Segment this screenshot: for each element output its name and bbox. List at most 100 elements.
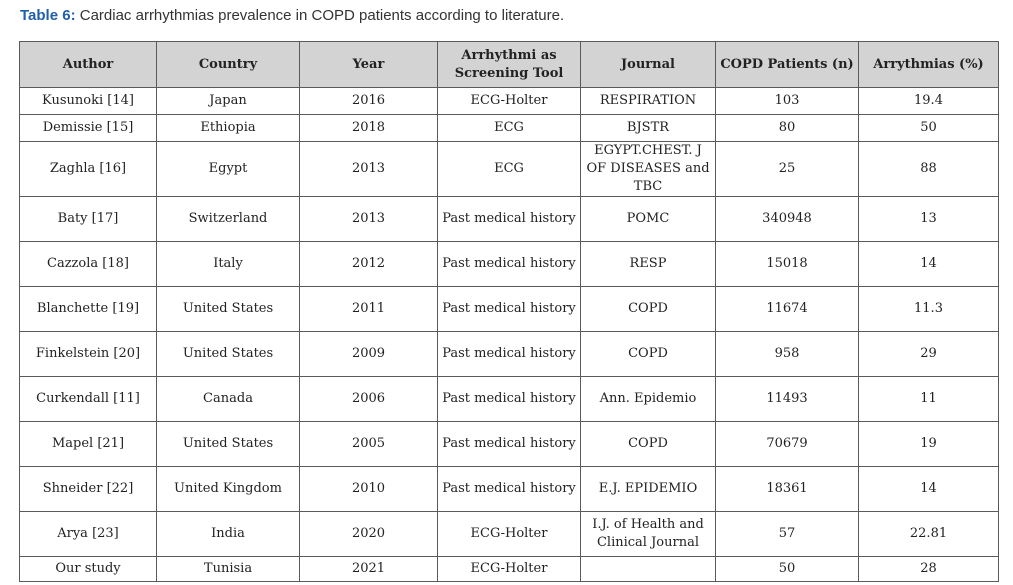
cell-year: 2012 — [299, 241, 438, 287]
cell-screening-tool: Past medical history — [437, 376, 581, 422]
table-row: Cazzola [18] Italy 2012 Past medical histor… — [19, 241, 999, 287]
cell-country: Japan — [156, 87, 300, 115]
cell-year: 2005 — [299, 421, 438, 467]
cell-screening-tool: Past medical history — [437, 196, 581, 242]
cell-country: Switzerland — [156, 196, 300, 242]
cell-copd-patients: 18361 — [715, 466, 859, 512]
header-copd-patients: COPD Patients (n) — [715, 41, 859, 88]
cell-country: United States — [156, 421, 300, 467]
caption-text: Cardiac arrhythmias prevalence in COPD p… — [75, 7, 565, 24]
cell-year: 2011 — [299, 286, 438, 332]
header-arrhythmias-percent: Arrythmias (%) — [858, 41, 999, 88]
cell-journal: Ann. Epidemio — [580, 376, 716, 422]
cell-author: Demissie [15] — [19, 114, 157, 142]
cell-copd-patients: 57 — [715, 511, 859, 557]
cell-year: 2016 — [299, 87, 438, 115]
cell-journal: EGYPT.CHEST. J OF DISEASES and TBC — [580, 141, 716, 197]
cell-author: Kusunoki [14] — [19, 87, 157, 115]
header-row: Author Country Year Arrhythmi as Screeni… — [19, 41, 999, 88]
cell-journal — [580, 556, 716, 582]
cell-arrhythmias-percent: 28 — [858, 556, 999, 582]
caption-label: Table 6: — [20, 7, 76, 24]
cell-screening-tool: ECG — [437, 114, 581, 142]
cell-screening-tool: ECG-Holter — [437, 511, 581, 557]
cell-journal: BJSTR — [580, 114, 716, 142]
table-row: Mapel [21] United States 2005 Past medical … — [19, 421, 999, 467]
cell-screening-tool: ECG-Holter — [437, 556, 581, 582]
cell-copd-patients: 80 — [715, 114, 859, 142]
cell-author: Mapel [21] — [19, 421, 157, 467]
cell-copd-patients: 50 — [715, 556, 859, 582]
cell-country: Egypt — [156, 141, 300, 197]
cell-copd-patients: 15018 — [715, 241, 859, 287]
cell-journal: E.J. EPIDEMIO — [580, 466, 716, 512]
header-country: Country — [156, 41, 300, 88]
cell-year: 2020 — [299, 511, 438, 557]
cell-author: Baty [17] — [19, 196, 157, 242]
cell-arrhythmias-percent: 19 — [858, 421, 999, 467]
cell-journal: COPD — [580, 286, 716, 332]
header-author: Author — [19, 41, 157, 88]
table-row: Baty [17] Switzerland 2013 Past medical his… — [19, 196, 999, 242]
cell-arrhythmias-percent: 88 — [858, 141, 999, 197]
cell-arrhythmias-percent: 50 — [858, 114, 999, 142]
table-row: Curkendall [11] Canada 2006 Past medical hi… — [19, 376, 999, 422]
cell-author: Zaghla [16] — [19, 141, 157, 197]
cell-arrhythmias-percent: 19.4 — [858, 87, 999, 115]
cell-arrhythmias-percent: 22.81 — [858, 511, 999, 557]
cell-journal: RESPIRATION — [580, 87, 716, 115]
cell-year: 2009 — [299, 331, 438, 377]
cell-copd-patients: 340948 — [715, 196, 859, 242]
cell-journal: RESP — [580, 241, 716, 287]
arrhythmia-prevalence-table: Author Country Year Arrhythmi as Screeni… — [19, 41, 999, 582]
cell-copd-patients: 103 — [715, 87, 859, 115]
table-caption: Table 6: Cardiac arrhythmias prevalence … — [20, 7, 564, 24]
table-row: Blanchette [19] United States 2011 Past med… — [19, 286, 999, 332]
cell-journal: COPD — [580, 421, 716, 467]
cell-country: India — [156, 511, 300, 557]
cell-year: 2010 — [299, 466, 438, 512]
cell-year: 2013 — [299, 141, 438, 197]
cell-copd-patients: 11493 — [715, 376, 859, 422]
cell-arrhythmias-percent: 14 — [858, 241, 999, 287]
cell-year: 2021 — [299, 556, 438, 582]
cell-copd-patients: 958 — [715, 331, 859, 377]
header-journal: Journal — [580, 41, 716, 88]
table-row: Arya [23] India 2020 ECG-Holter I.J. of Heal… — [19, 511, 999, 557]
cell-country: United States — [156, 331, 300, 377]
cell-year: 2006 — [299, 376, 438, 422]
cell-arrhythmias-percent: 13 — [858, 196, 999, 242]
cell-copd-patients: 25 — [715, 141, 859, 197]
cell-country: Ethiopia — [156, 114, 300, 142]
cell-author: Arya [23] — [19, 511, 157, 557]
cell-year: 2013 — [299, 196, 438, 242]
cell-screening-tool: Past medical history — [437, 466, 581, 512]
cell-arrhythmias-percent: 11 — [858, 376, 999, 422]
cell-copd-patients: 11674 — [715, 286, 859, 332]
cell-year: 2018 — [299, 114, 438, 142]
cell-journal: POMC — [580, 196, 716, 242]
table-row: Demissie [15] Ethiopia 2018 ECG BJSTR 80 50 — [19, 114, 999, 142]
cell-author: Blanchette [19] — [19, 286, 157, 332]
cell-screening-tool: Past medical history — [437, 421, 581, 467]
cell-screening-tool: Past medical history — [437, 241, 581, 287]
table-row: Kusunoki [14] Japan 2016 ECG-Holter RESPIRAT… — [19, 87, 999, 115]
table-row: Zaghla [16] Egypt 2013 ECG EGYPT.CHEST. J OF… — [19, 141, 999, 197]
cell-arrhythmias-percent: 11.3 — [858, 286, 999, 332]
cell-arrhythmias-percent: 29 — [858, 331, 999, 377]
header-year: Year — [299, 41, 438, 88]
cell-screening-tool: Past medical history — [437, 286, 581, 332]
cell-arrhythmias-percent: 14 — [858, 466, 999, 512]
table-row: Finkelstein [20] United States 2009 Past me… — [19, 331, 999, 377]
cell-country: Italy — [156, 241, 300, 287]
cell-journal: I.J. of Health and Clinical Journal — [580, 511, 716, 557]
header-screening-tool: Arrhythmi as Screening Tool — [437, 41, 581, 88]
cell-author: Finkelstein [20] — [19, 331, 157, 377]
cell-journal: COPD — [580, 331, 716, 377]
cell-country: United Kingdom — [156, 466, 300, 512]
cell-screening-tool: ECG — [437, 141, 581, 197]
table-row: Shneider [22] United Kingdom 2010 Past medi… — [19, 466, 999, 512]
cell-country: United States — [156, 286, 300, 332]
cell-author: Cazzola [18] — [19, 241, 157, 287]
table-row: Our study Tunisia 2021 ECG-Holter 50 28 — [19, 556, 999, 582]
